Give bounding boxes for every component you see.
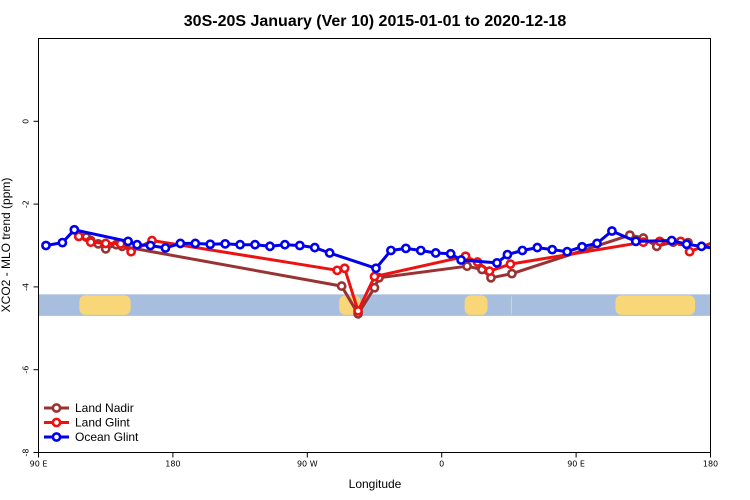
legend-item-ocean-glint: Ocean Glint <box>44 430 139 444</box>
data-point-land-glint <box>126 246 136 257</box>
legend-item-land-glint: Land Glint <box>44 416 130 430</box>
chart-title: 30S-20S January (Ver 10) 2015-01-01 to 2… <box>184 13 567 30</box>
series-ocean-glint <box>41 224 720 274</box>
data-point-land-glint <box>369 271 380 282</box>
data-point-ocean-glint <box>205 239 216 250</box>
y-tick-label: -4 <box>22 283 31 291</box>
land-mass <box>464 295 488 315</box>
data-point-ocean-glint <box>532 242 543 253</box>
x-axis-label: Longitude <box>349 477 402 491</box>
y-axis: 0 -2 -4 -6 -8 <box>22 119 39 457</box>
data-point-land-glint <box>100 238 111 249</box>
data-point-ocean-glint <box>250 239 260 250</box>
data-point-ocean-glint <box>235 239 245 250</box>
data-point-ocean-glint <box>145 240 156 251</box>
data-point-land-nadir <box>336 281 347 291</box>
data-point-land-glint <box>484 266 495 277</box>
data-point-land-nadir <box>462 261 472 272</box>
data-point-ocean-glint <box>445 248 456 259</box>
data-point-ocean-glint <box>492 257 502 268</box>
data-point-ocean-glint <box>681 239 692 250</box>
legend-marker <box>51 403 62 413</box>
x-tick-label: 90 W <box>297 460 318 469</box>
data-point-ocean-glint <box>517 245 528 256</box>
y-tick-label: -6 <box>22 366 31 374</box>
series-line-ocean-glint <box>45 228 711 270</box>
data-point-land-glint <box>85 237 96 248</box>
legend-label: Land Glint <box>75 416 130 430</box>
series-layer <box>41 224 721 319</box>
legend-label: Ocean Glint <box>75 430 139 444</box>
data-point-ocean-glint <box>415 245 426 256</box>
land-mass <box>615 295 696 315</box>
data-point-ocean-glint <box>607 226 617 236</box>
x-tick-label: 180 <box>703 460 718 469</box>
data-point-ocean-glint <box>371 263 381 274</box>
data-point-ocean-glint <box>592 238 602 249</box>
y-tick-label: 0 <box>22 119 31 124</box>
data-point-ocean-glint <box>324 248 335 258</box>
data-point-ocean-glint <box>309 242 320 253</box>
data-point-ocean-glint <box>175 238 186 249</box>
data-point-ocean-glint <box>456 255 467 265</box>
data-point-land-glint <box>505 259 516 270</box>
data-point-ocean-glint <box>123 236 134 247</box>
y-tick-label: -8 <box>22 449 31 457</box>
data-point-ocean-glint <box>69 224 80 235</box>
data-point-ocean-glint <box>57 237 68 248</box>
land-mass <box>79 295 131 315</box>
y-axis-label: XCO2 - MLO trend (ppm) <box>0 178 13 313</box>
y-tick-label: -2 <box>22 200 31 208</box>
data-point-ocean-glint <box>502 249 513 260</box>
x-tick-label: 90 E <box>567 460 585 469</box>
data-point-ocean-glint <box>547 244 558 255</box>
data-point-ocean-glint <box>630 236 641 247</box>
data-point-land-glint <box>714 237 721 244</box>
data-point-land-glint <box>353 306 363 316</box>
data-point-ocean-glint <box>41 240 51 251</box>
plot-frame <box>38 38 711 453</box>
data-point-land-nadir <box>369 282 380 293</box>
data-point-ocean-glint <box>279 239 290 250</box>
data-point-ocean-glint <box>400 243 411 254</box>
legend-label: Land Nadir <box>75 401 134 415</box>
data-point-ocean-glint <box>562 246 573 257</box>
x-axis: 90 E 180 90 W 0 90 E 180 <box>30 452 718 469</box>
data-point-ocean-glint <box>160 243 171 253</box>
x-tick-label: 180 <box>165 460 180 469</box>
ocean-band <box>38 294 711 316</box>
x-tick-label: 90 E <box>30 460 48 469</box>
data-point-ocean-glint <box>132 239 142 250</box>
data-point-land-glint <box>339 263 350 274</box>
x-tick-label: 0 <box>439 460 444 469</box>
data-point-ocean-glint <box>386 245 396 256</box>
data-point-ocean-glint <box>577 241 587 252</box>
land-mass <box>510 295 512 315</box>
data-point-land-glint <box>332 265 343 276</box>
legend-item-land-nadir: Land Nadir <box>44 401 134 415</box>
data-point-ocean-glint <box>294 240 305 251</box>
data-point-ocean-glint <box>220 238 231 249</box>
data-point-ocean-glint <box>696 241 707 252</box>
legend-marker <box>51 432 62 442</box>
data-point-ocean-glint <box>430 248 441 258</box>
data-point-ocean-glint <box>713 245 720 252</box>
data-point-ocean-glint <box>265 241 275 252</box>
data-point-ocean-glint <box>190 238 201 249</box>
data-point-land-glint <box>684 246 695 257</box>
data-point-land-glint <box>73 231 84 242</box>
data-point-ocean-glint <box>666 235 677 246</box>
legend-marker <box>51 417 62 428</box>
land-band <box>38 294 711 316</box>
data-point-land-nadir <box>506 268 517 279</box>
